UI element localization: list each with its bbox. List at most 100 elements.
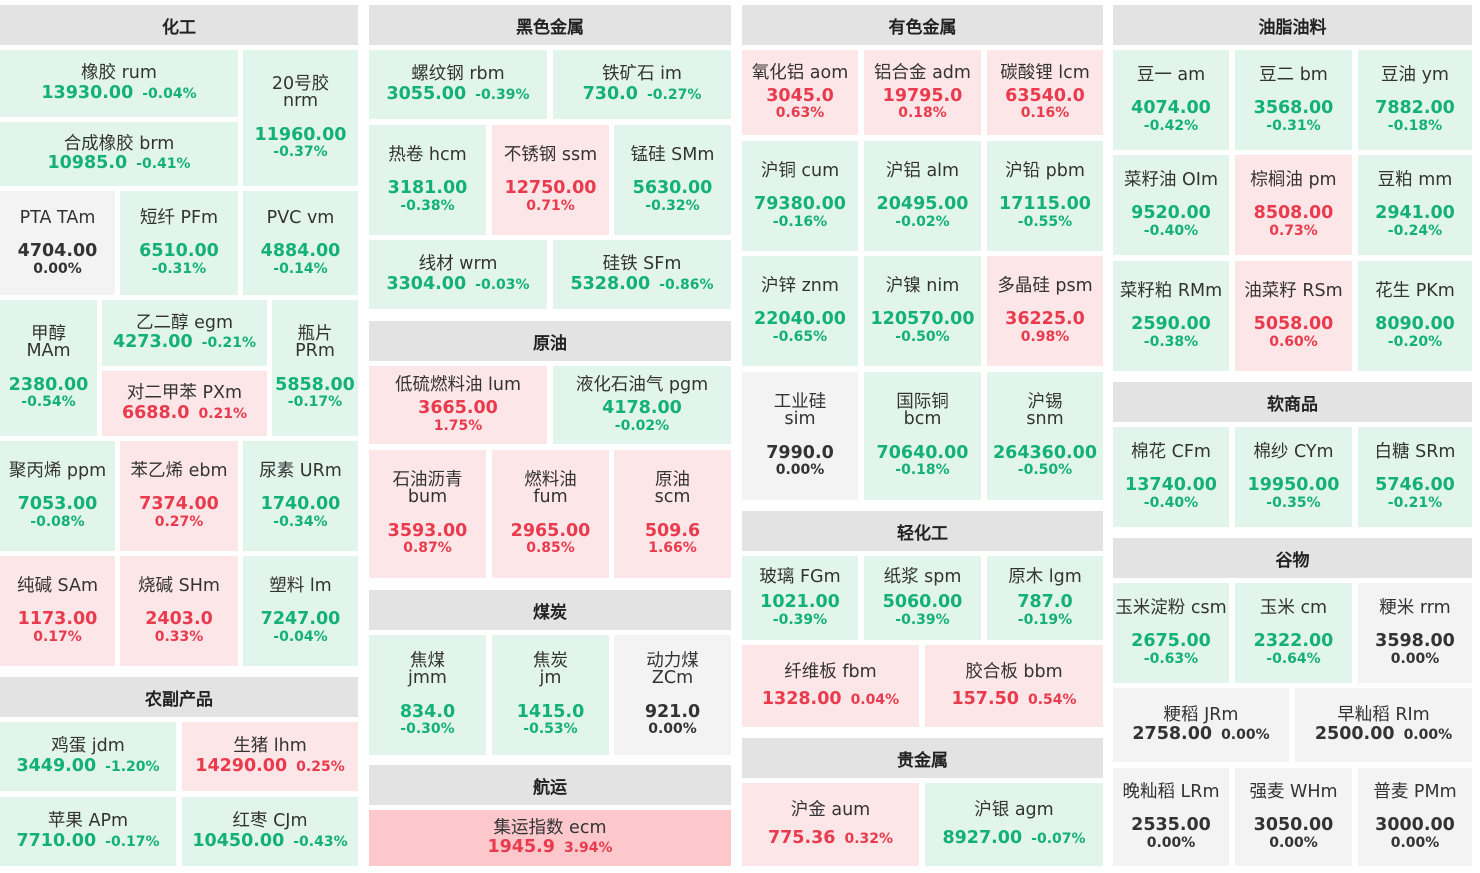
tile-cfm[interactable]: 棉花 CFm 13740.00 -0.40% (1113, 427, 1229, 527)
tile-lhm[interactable]: 生猪 lhm 14290.00 0.25% (182, 722, 358, 791)
tile-egm[interactable]: 乙二醇 egm 4273.00 -0.21% (102, 300, 267, 366)
contract-name: 燃料油 (524, 469, 577, 490)
tile-pfm[interactable]: 短纤 PFm 6510.00 -0.31% (120, 191, 238, 295)
tile-snm[interactable]: 沪锡 snm 264360.00 -0.50% (987, 372, 1103, 500)
contract-name: 焦煤 (410, 650, 445, 671)
tile-psm[interactable]: 多晶硅 psm 36225.0 0.98% (987, 256, 1103, 366)
change: 0.32% (844, 830, 894, 847)
tile-urm[interactable]: 尿素 URm 1740.00 -0.34% (243, 441, 358, 551)
tile-ppm[interactable]: 聚丙烯 ppm 7053.00 -0.08% (0, 441, 115, 551)
tile-fgm[interactable]: 玻璃 FGm 1021.00 -0.39% (742, 556, 858, 640)
tile-pmm[interactable]: 普麦 PMm 3000.00 0.00% (1358, 768, 1472, 866)
section-header-softs: 软商品 (1113, 382, 1472, 422)
tile-zcm[interactable]: 动力煤 ZCm 921.0 0.00% (614, 635, 731, 755)
tile-pgm[interactable]: 液化石油气 pgm 4178.00 -0.02% (553, 366, 731, 444)
contract-name: 沪铝 alm (885, 161, 960, 182)
tile-bum[interactable]: 石油沥青 bum 3593.00 0.87% (369, 450, 486, 578)
change: -0.63% (1143, 650, 1199, 667)
price: 70640.00 (876, 442, 969, 463)
tile-jdm[interactable]: 鸡蛋 jdm 3449.00 -1.20% (0, 722, 176, 791)
price: 14290.00 (195, 755, 288, 776)
tile-cum[interactable]: 沪铜 cum 79380.00 -0.16% (742, 141, 858, 251)
tile-bbm[interactable]: 胶合板 bbm 157.50 0.54% (925, 645, 1103, 727)
tile-hcm[interactable]: 热卷 hcm 3181.00 -0.38% (369, 125, 486, 235)
tile-nim[interactable]: 沪镍 nim 120570.00 -0.50% (864, 256, 981, 366)
tile-aum[interactable]: 沪金 aum 775.36 0.32% (742, 783, 919, 866)
tile-rim[interactable]: 早籼稻 RIm 2500.00 0.00% (1295, 688, 1472, 762)
tile-ym[interactable]: 豆油 ym 7882.00 -0.18% (1358, 50, 1472, 150)
tile-lrm[interactable]: 晚籼稻 LRm 2535.00 0.00% (1113, 768, 1229, 866)
tile-vm[interactable]: PVC vm 4884.00 -0.14% (243, 191, 358, 295)
change: 0.00% (1221, 727, 1270, 744)
tile-pxm[interactable]: 对二甲苯 PXm 6688.0 0.21% (102, 371, 267, 436)
tile-cm[interactable]: 玉米 cm 2322.00 -0.64% (1235, 583, 1352, 683)
tile-am[interactable]: 豆一 am 4074.00 -0.42% (1113, 50, 1229, 150)
tile-rsm[interactable]: 油菜籽 RSm 5058.00 0.60% (1235, 261, 1352, 371)
tile-csm[interactable]: 玉米淀粉 csm 2675.00 -0.63% (1113, 583, 1229, 683)
tile-jm[interactable]: 焦炭 jm 1415.0 -0.53% (492, 635, 609, 755)
tile-cjm[interactable]: 红枣 CJm 10450.00 -0.43% (182, 797, 358, 866)
tile-fum[interactable]: 燃料油 fum 2965.00 0.85% (492, 450, 609, 578)
tile-sam[interactable]: 纯碱 SAm 1173.00 0.17% (0, 556, 115, 666)
tile-pm[interactable]: 棕榈油 pm 8508.00 0.73% (1235, 155, 1352, 255)
price: 4884.00 (260, 241, 341, 262)
tile-sfm[interactable]: 硅铁 SFm 5328.00 -0.86% (553, 240, 731, 309)
tile-rum[interactable]: 橡胶 rum 13930.00 -0.04% (0, 50, 238, 117)
contract-name: 豆粕 mm (1377, 170, 1453, 191)
tile-pkm[interactable]: 花生 PKm 8090.00 -0.20% (1358, 261, 1472, 371)
change: -0.04% (142, 85, 197, 102)
tile-rmm[interactable]: 菜籽粕 RMm 2590.00 -0.38% (1113, 261, 1229, 371)
price: 63540.0 (1005, 85, 1085, 106)
tile-whm[interactable]: 强麦 WHm 3050.00 0.00% (1235, 768, 1352, 866)
contract-name: 短纤 PFm (139, 208, 219, 229)
tile-jmm[interactable]: 焦煤 jmm 834.0 -0.30% (369, 635, 486, 755)
tile-mm[interactable]: 豆粕 mm 2941.00 -0.24% (1358, 155, 1472, 255)
tile-scm[interactable]: 原油 scm 509.6 1.66% (614, 450, 731, 578)
contract-code: ZCm (651, 668, 694, 689)
tile-znm[interactable]: 沪锌 znm 22040.00 -0.65% (742, 256, 858, 366)
tile-olm[interactable]: 菜籽油 OIm 9520.00 -0.40% (1113, 155, 1229, 255)
tile-im[interactable]: 铁矿石 im 730.0 -0.27% (553, 50, 731, 119)
tile-ssm[interactable]: 不锈钢 ssm 12750.00 0.71% (492, 125, 609, 235)
contract-name: 玉米淀粉 csm (1115, 598, 1227, 619)
change: 3.94% (563, 840, 613, 857)
tile-pbm[interactable]: 沪铅 pbm 17115.00 -0.55% (987, 141, 1103, 251)
price: 3593.00 (387, 520, 468, 541)
tile-mam[interactable]: 甲醇 MAm 2380.00 -0.54% (0, 300, 97, 436)
tile-adm[interactable]: 铝合金 adm 19795.0 0.18% (864, 50, 981, 135)
tile-cym[interactable]: 棉纱 CYm 19950.00 -0.35% (1235, 427, 1352, 527)
tile-bcm[interactable]: 国际铜 bcm 70640.00 -0.18% (864, 372, 981, 500)
tile-prm[interactable]: 瓶片 PRm 5858.00 -0.17% (272, 300, 358, 436)
tile-spm[interactable]: 纸浆 spm 5060.00 -0.39% (864, 556, 981, 640)
tile-apm[interactable]: 苹果 APm 7710.00 -0.17% (0, 797, 176, 866)
price: 157.50 (951, 689, 1019, 710)
tile-bm[interactable]: 豆二 bm 3568.00 -0.31% (1235, 50, 1352, 150)
tile-ebm[interactable]: 苯乙烯 ebm 7374.00 0.27% (120, 441, 238, 551)
tile-fbm[interactable]: 纤维板 fbm 1328.00 0.04% (742, 645, 919, 727)
tile-agm[interactable]: 沪银 agm 8927.00 -0.07% (925, 783, 1103, 866)
tile-brm[interactable]: 合成橡胶 brm 10985.0 -0.41% (0, 122, 238, 186)
tile-lum[interactable]: 低硫燃料油 lum 3665.00 1.75% (369, 366, 547, 444)
tile-wrm[interactable]: 线材 wrm 3304.00 -0.03% (369, 240, 547, 309)
price: 13930.00 (41, 82, 134, 103)
tile-rrm[interactable]: 粳米 rrm 3598.00 0.00% (1358, 583, 1472, 683)
tile-aom[interactable]: 氧化铝 aom 3045.0 0.63% (742, 50, 858, 135)
tile-smm[interactable]: 锰硅 SMm 5630.00 -0.32% (614, 125, 731, 235)
tile-nrm[interactable]: 20号胶 nrm 11960.00 -0.37% (243, 50, 358, 186)
tile-rbm[interactable]: 螺纹钢 rbm 3055.00 -0.39% (369, 50, 547, 119)
tile-sim[interactable]: 工业硅 sim 7990.0 0.00% (742, 372, 858, 500)
tile-jrm[interactable]: 粳稻 JRm 2758.00 0.00% (1113, 688, 1289, 762)
tile-alm[interactable]: 沪铝 alm 20495.00 -0.02% (864, 141, 981, 251)
tile-shm[interactable]: 烧碱 SHm 2403.0 0.33% (120, 556, 238, 666)
change: 0.21% (198, 405, 248, 422)
tile-ecm[interactable]: 集运指数 ecm 1945.9 3.94% (369, 810, 731, 866)
tile-lcm[interactable]: 碳酸锂 lcm 63540.0 0.16% (987, 50, 1103, 135)
change: 0.00% (1269, 834, 1318, 851)
tile-tam[interactable]: PTA TAm 4704.00 0.00% (0, 191, 115, 295)
change: -0.55% (1017, 213, 1073, 230)
tile-lm[interactable]: 塑料 lm 7247.00 -0.04% (243, 556, 358, 666)
tile-srm[interactable]: 白糖 SRm 5746.00 -0.21% (1358, 427, 1472, 527)
contract-name: 螺纹钢 rbm (411, 64, 505, 85)
tile-lgm[interactable]: 原木 lgm 787.0 -0.19% (987, 556, 1103, 640)
price: 264360.00 (992, 442, 1098, 463)
